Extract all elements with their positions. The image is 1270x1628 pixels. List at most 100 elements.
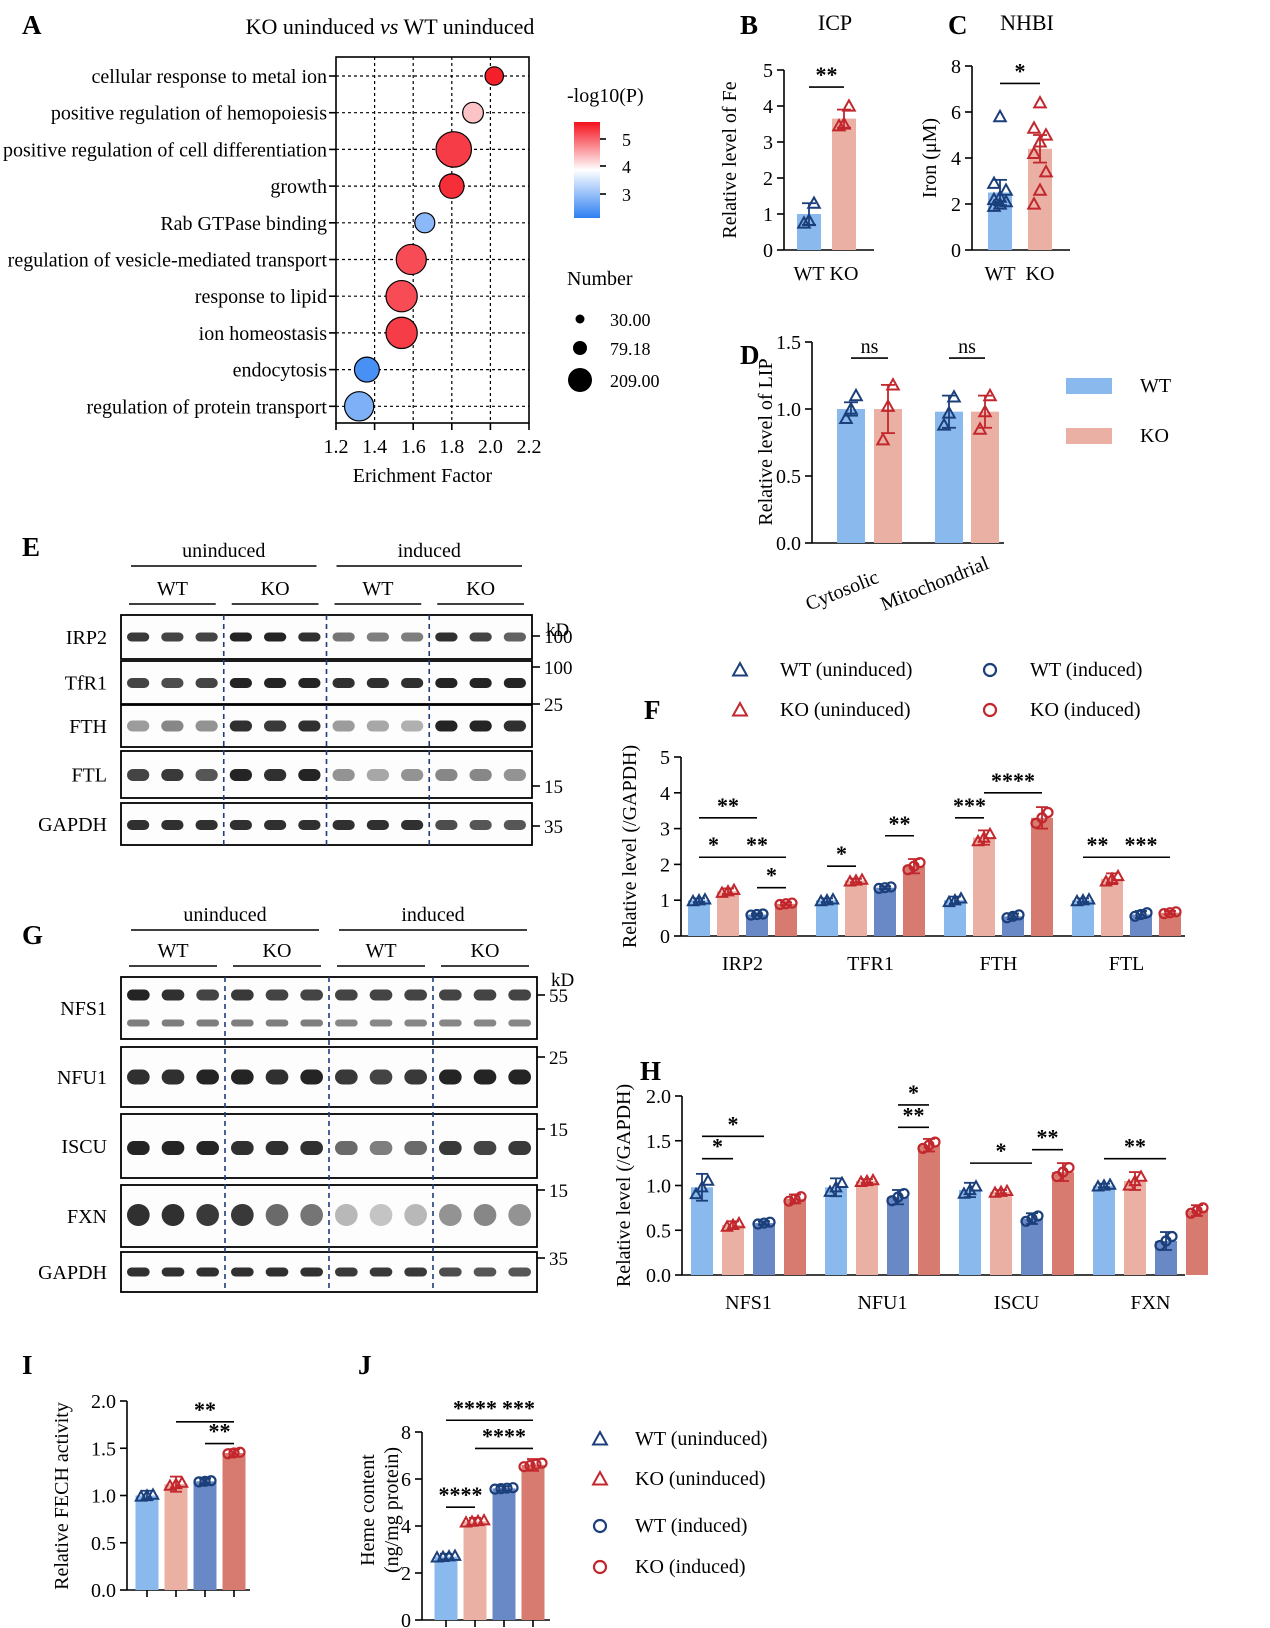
g-band [127,1069,150,1085]
h-data-point [1103,1177,1117,1190]
f-data-point [1141,907,1153,919]
h-data-point [929,1136,941,1148]
h-bar [887,1197,909,1275]
a-bubble [385,316,418,350]
d-legend-label: WT [1140,375,1171,397]
f-data-point [1170,906,1182,918]
c-y-label: Iron (μM) [919,118,941,198]
g-band [265,1069,289,1085]
h-data-point [1063,1161,1075,1174]
g-band [473,1204,497,1226]
g-band [335,1204,358,1226]
f-data-point [751,908,763,921]
e-row-label: FTL [71,765,107,787]
f-data-point [1164,907,1176,919]
b-title: ICP [818,10,852,35]
a-x-tick-label: 1.4 [362,436,387,458]
c-y-tick-label: 8 [951,56,961,78]
a-size-legend-dot [573,341,587,355]
g-band [473,1267,497,1277]
j-bar [521,1464,545,1620]
f-data-point [885,881,897,893]
panel-label-g: G [22,920,44,950]
g-band [127,1141,150,1155]
a-plot-frame [335,56,530,424]
a-x-tick-label: 2.0 [478,436,503,458]
g-band [404,1069,427,1085]
f-data-point [727,882,741,895]
h-bar [856,1181,878,1275]
j-y-label-unit: (ng/mg protein) [381,1447,403,1573]
f-legend-marker [982,702,998,718]
f-bar [944,900,966,936]
a-term-label: response to lipid [195,286,327,308]
a-size-legend-title: Number [567,268,633,290]
e-band [195,678,218,688]
f-sig-label: *** [953,793,986,818]
j-sig-label: **** [482,1423,526,1448]
e-band [366,720,389,732]
e-condition-label: uninduced [182,540,265,562]
h-x-tick-label: NFU1 [857,1292,907,1314]
a-size-legend-dot [568,368,592,392]
g-band [231,1019,254,1027]
d-data-point [838,410,854,424]
f-data-point [1042,806,1054,819]
f-bar [775,903,797,936]
h-bar [691,1187,713,1275]
a-term-label: positive regulation of hemopoiesis [51,103,327,125]
b-y-tick-label: 3 [763,132,773,154]
c-data-point [1032,182,1048,196]
a-bubble [353,356,380,383]
b-x-tick-label: WT [793,263,824,285]
g-band [335,1267,358,1277]
f-sig-label: * [766,863,777,888]
h-data-point [1166,1230,1178,1243]
i-bar [135,1495,159,1590]
h-data-point [758,1217,770,1229]
e-band [435,678,458,688]
d-y-tick-label: 0.5 [776,466,801,488]
g-unit-label: kD [551,970,574,991]
a-color-legend-label: 3 [622,185,631,205]
e-band [127,632,150,642]
d-data-point [843,401,859,415]
h-bar [918,1145,940,1275]
f-x-tick-label: FTH [980,953,1018,975]
e-band [469,720,492,732]
e-band [161,820,184,830]
f-x-tick-label: TFR1 [847,953,894,975]
a-bubble [484,66,505,86]
g-band [300,1069,323,1085]
g-band [265,1019,289,1027]
h-data-point [764,1216,776,1228]
j-bar [463,1521,487,1620]
e-band [366,820,389,830]
h-data-point [1185,1207,1197,1219]
g-genotype-label: WT [157,940,188,962]
d-data-point [972,421,988,435]
g-band [508,1019,531,1027]
g-marker-label: 25 [549,1048,568,1069]
f-bar [1031,817,1053,936]
g-band [161,1069,185,1085]
h-sig-label: * [728,1111,739,1136]
g-band [161,1204,185,1226]
h-data-point [795,1191,807,1203]
i-y-label: Relative FECH activity [51,1402,73,1590]
i-data-point [146,1487,160,1500]
g-row-label: NFS1 [60,998,107,1020]
g-band [508,1267,531,1277]
j-sig-label: **** [453,1395,497,1420]
h-bar [959,1189,981,1275]
b-x-tick-label: KO [830,263,859,285]
a-term-label: regulation of protein transport [87,396,328,418]
d-x-tick-label: Mitochondrial [878,552,993,615]
e-marker-label: 100 [544,627,573,648]
e-band [503,769,526,781]
e-band [332,820,355,830]
h-data-point [1191,1204,1203,1217]
h-y-tick-label: 0.5 [646,1220,671,1242]
d-bar [935,411,963,543]
i-bar [193,1481,217,1590]
